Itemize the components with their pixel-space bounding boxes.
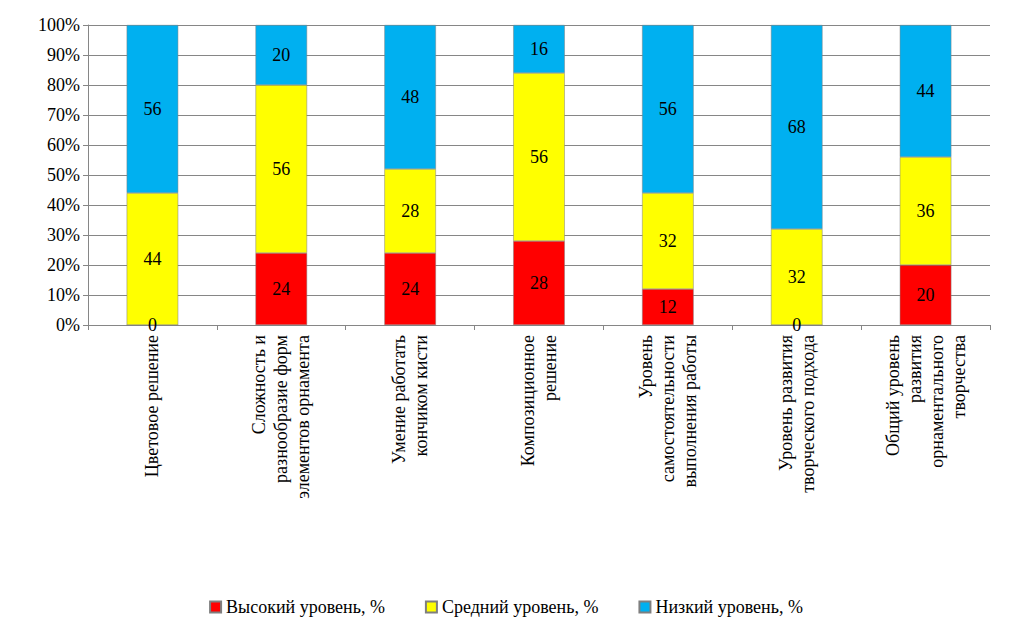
- svg-text:20%: 20%: [47, 255, 80, 275]
- svg-text:32: 32: [659, 231, 677, 251]
- svg-text:48: 48: [401, 87, 419, 107]
- svg-text:30%: 30%: [47, 225, 80, 245]
- svg-text:80%: 80%: [47, 75, 80, 95]
- svg-text:Средний уровень, %: Средний уровень, %: [442, 597, 599, 617]
- svg-text:0: 0: [148, 315, 157, 335]
- svg-text:творчества: творчества: [949, 335, 969, 418]
- svg-text:90%: 90%: [47, 45, 80, 65]
- svg-text:развития: развития: [905, 335, 925, 403]
- svg-text:кончиком кисти: кончиком кисти: [411, 335, 431, 457]
- svg-text:Цветовое решение: Цветовое решение: [142, 335, 162, 477]
- svg-text:28: 28: [401, 201, 419, 221]
- svg-text:Сложность и: Сложность и: [249, 335, 269, 435]
- svg-text:разнообразие форм: разнообразие форм: [271, 335, 291, 483]
- svg-text:40%: 40%: [47, 195, 80, 215]
- svg-text:Уровень: Уровень: [636, 335, 656, 398]
- svg-text:20: 20: [917, 285, 935, 305]
- svg-text:12: 12: [659, 297, 677, 317]
- svg-text:самостоятельности: самостоятельности: [658, 335, 678, 483]
- svg-text:Общий уровень: Общий уровень: [883, 335, 903, 456]
- svg-text:100%: 100%: [38, 15, 80, 35]
- svg-text:44: 44: [143, 249, 161, 269]
- svg-text:56: 56: [659, 99, 677, 119]
- svg-text:28: 28: [530, 273, 548, 293]
- svg-text:56: 56: [530, 147, 548, 167]
- svg-text:Высокий уровень, %: Высокий уровень, %: [226, 597, 385, 617]
- svg-text:10%: 10%: [47, 285, 80, 305]
- svg-text:0: 0: [792, 315, 801, 335]
- svg-text:36: 36: [917, 201, 935, 221]
- svg-text:20: 20: [272, 45, 290, 65]
- svg-text:24: 24: [401, 279, 419, 299]
- svg-text:выполнения работы: выполнения работы: [680, 335, 700, 488]
- svg-text:решение: решение: [540, 335, 560, 401]
- svg-text:творческого подхода: творческого подхода: [798, 335, 818, 493]
- svg-text:32: 32: [788, 267, 806, 287]
- svg-text:68: 68: [788, 117, 806, 137]
- svg-text:орнаментального: орнаментального: [927, 335, 947, 468]
- svg-text:60%: 60%: [47, 135, 80, 155]
- svg-text:Умение работать: Умение работать: [389, 335, 409, 464]
- svg-text:50%: 50%: [47, 165, 80, 185]
- svg-text:56: 56: [143, 99, 161, 119]
- svg-text:24: 24: [272, 279, 290, 299]
- svg-text:Композиционное: Композиционное: [518, 335, 538, 466]
- svg-text:16: 16: [530, 39, 548, 59]
- svg-text:56: 56: [272, 159, 290, 179]
- svg-text:0%: 0%: [56, 315, 80, 335]
- svg-text:44: 44: [917, 81, 935, 101]
- svg-text:элементов орнамента: элементов орнамента: [293, 335, 313, 499]
- svg-text:70%: 70%: [47, 105, 80, 125]
- svg-text:Уровень развития: Уровень развития: [776, 335, 796, 471]
- svg-text:Низкий уровень, %: Низкий уровень, %: [655, 597, 802, 617]
